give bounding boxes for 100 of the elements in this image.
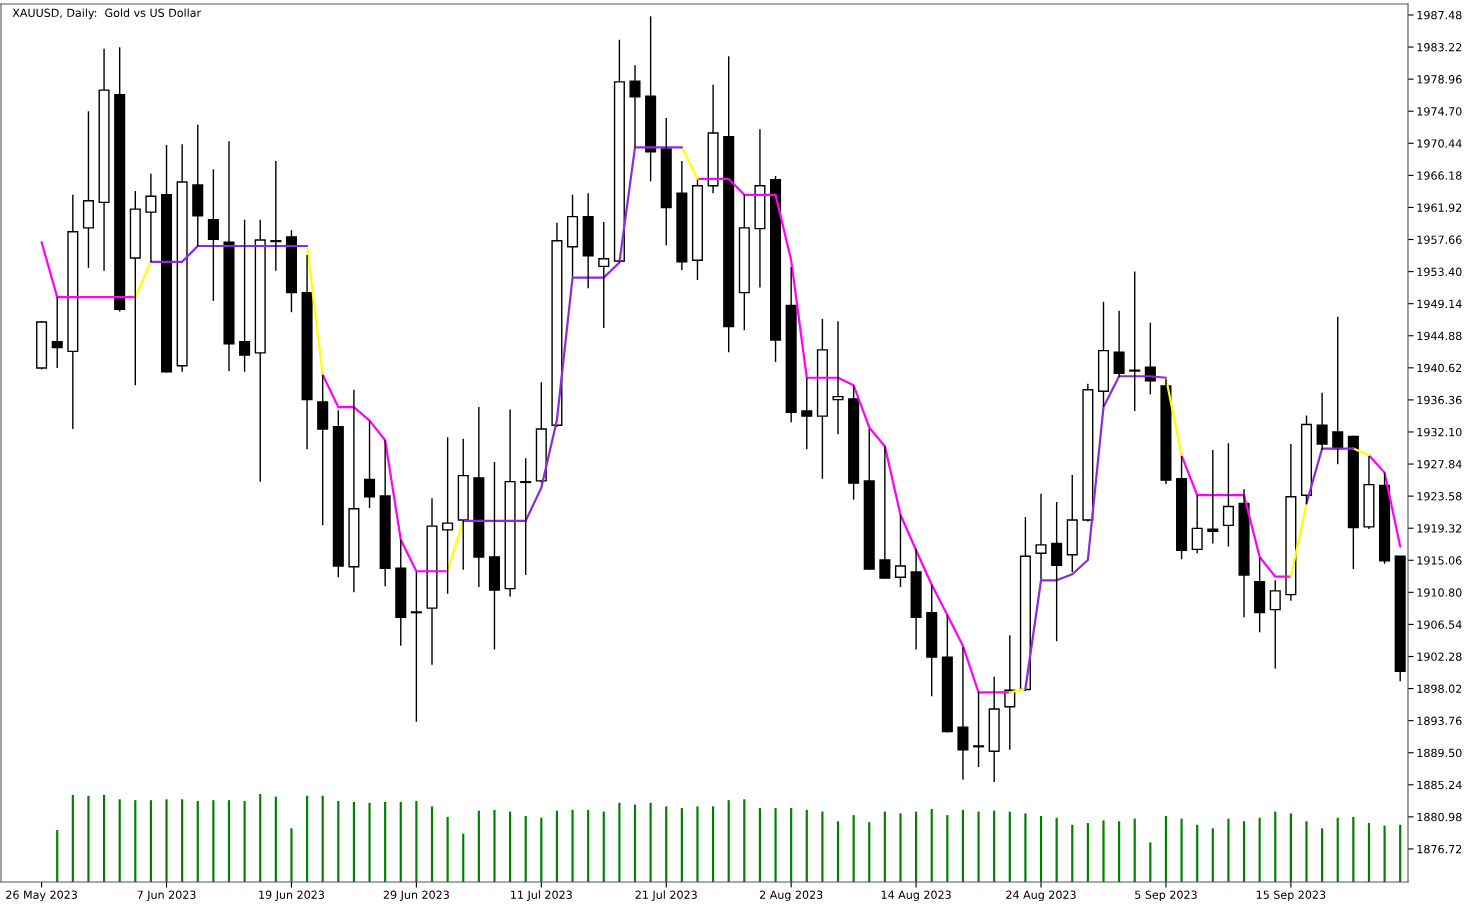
candlestick — [676, 160, 688, 271]
x-tick-label: 24 Aug 2023 — [1006, 890, 1076, 902]
y-tick-label: 1983.22 — [1417, 43, 1462, 52]
y-tick-label: 1957.66 — [1417, 235, 1462, 244]
candlestick — [879, 445, 891, 579]
bar — [399, 801, 402, 882]
bar — [805, 809, 808, 882]
candlestick — [1207, 449, 1219, 545]
candlestick — [504, 408, 516, 598]
candlestick — [551, 221, 563, 428]
bar — [1399, 824, 1402, 882]
candlestick — [707, 84, 719, 194]
bar — [1352, 816, 1355, 882]
bar — [337, 801, 340, 882]
bar — [102, 794, 106, 882]
candlestick — [114, 46, 126, 313]
y-tick-label: 1915.06 — [1417, 556, 1462, 565]
candlestick — [442, 436, 454, 595]
bar — [149, 800, 153, 882]
bar — [1086, 823, 1089, 882]
candlestick — [520, 457, 532, 576]
y-tick-label: 1987.48 — [1417, 10, 1462, 20]
bar — [181, 799, 184, 882]
x-tick-label: 5 Sep 2023 — [1135, 890, 1197, 902]
bar — [118, 799, 121, 882]
bar — [1289, 813, 1292, 882]
candlestick — [1176, 455, 1188, 560]
candlestick — [348, 389, 360, 594]
bar — [1383, 825, 1386, 882]
bar — [977, 811, 980, 882]
candlestick — [1285, 443, 1297, 602]
bar — [899, 813, 902, 882]
candlestick — [816, 318, 828, 480]
bar — [477, 810, 480, 882]
candlestick — [848, 384, 860, 501]
candlestick — [754, 128, 766, 289]
candlestick — [645, 15, 657, 182]
y-tick-label: 1906.54 — [1417, 620, 1462, 629]
bar — [446, 816, 449, 882]
y-tick-label: 1970.44 — [1417, 139, 1462, 148]
bar — [1118, 821, 1121, 882]
bar — [1149, 842, 1152, 882]
candlestick — [1316, 392, 1328, 451]
candlestick — [941, 614, 953, 733]
y-tick-label: 1974.70 — [1417, 107, 1462, 116]
candlestick — [457, 438, 469, 571]
bar — [1211, 828, 1214, 882]
bar — [555, 810, 559, 882]
bar — [1367, 823, 1371, 882]
candlestick — [1129, 270, 1141, 412]
bar — [71, 794, 74, 882]
bar — [868, 822, 871, 882]
bar — [1071, 824, 1074, 882]
bar — [649, 802, 652, 882]
candlestick — [285, 229, 297, 313]
bar — [852, 815, 855, 882]
bar — [790, 808, 793, 882]
y-tick-label: 1923.58 — [1417, 492, 1462, 501]
candlestick — [567, 194, 579, 278]
candlestick — [660, 117, 672, 246]
bar — [883, 811, 886, 882]
candlestick — [410, 571, 422, 723]
bar — [508, 811, 512, 882]
candlestick — [613, 38, 625, 264]
candlestick — [926, 584, 938, 697]
candlestick — [1222, 442, 1234, 548]
y-tick-label: 1880.98 — [1417, 812, 1462, 822]
candlestick — [67, 194, 79, 430]
bar — [618, 802, 621, 882]
bar — [196, 801, 199, 882]
bar — [1024, 813, 1027, 882]
y-tick-label: 1944.88 — [1417, 331, 1462, 341]
candlestick — [426, 497, 438, 666]
bar — [352, 801, 356, 882]
bar — [1164, 816, 1168, 882]
bar — [727, 800, 730, 882]
candlestick — [723, 55, 735, 353]
bar — [1039, 816, 1043, 882]
bar — [540, 817, 543, 882]
candlestick — [738, 194, 750, 332]
candlestick — [910, 547, 922, 651]
x-tick-label: 14 Aug 2023 — [881, 890, 951, 902]
bar — [1133, 818, 1136, 882]
bar — [274, 796, 277, 882]
bar — [602, 811, 605, 882]
x-tick-label: 11 Jul 2023 — [511, 890, 572, 901]
x-tick-label: 7 Jun 2023 — [137, 890, 196, 901]
candlestick — [82, 110, 94, 269]
bar — [87, 795, 90, 882]
candlestick — [598, 221, 610, 329]
candlestick — [473, 406, 485, 588]
candlestick — [1051, 501, 1063, 642]
candlestick — [51, 296, 63, 369]
candlestick — [145, 173, 157, 263]
bar — [587, 809, 590, 882]
bar — [430, 806, 434, 882]
bar — [1321, 828, 1324, 882]
candlestick — [832, 320, 844, 435]
y-tick-label: 1940.62 — [1417, 363, 1462, 373]
candlestick — [301, 254, 313, 450]
